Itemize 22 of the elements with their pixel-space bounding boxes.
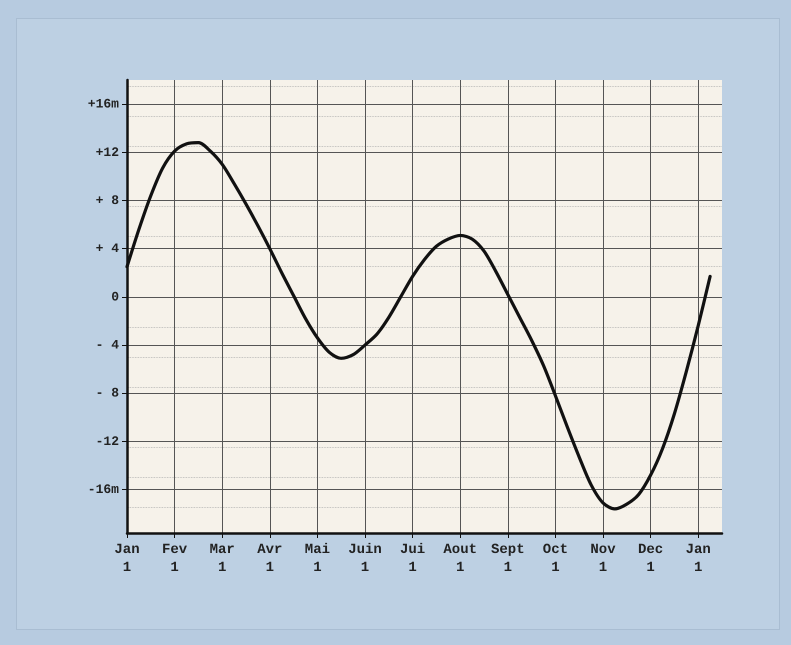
y-tick-label: +16m [88,96,120,112]
y-tick-label: -16m [88,482,120,498]
x-tick-label: Avr 1 [257,542,282,576]
y-tick-label: +12 [96,144,120,160]
x-tick-label: Mai 1 [304,542,330,576]
x-tick-label: Sept 1 [490,542,525,576]
y-tick-label: - 4 [96,338,120,353]
x-tick-label: Fev 1 [162,542,188,576]
x-tick-label: Jan 1 [114,542,140,576]
y-tick-label: + 8 [96,192,120,208]
x-tick-label: Jui 1 [400,542,426,576]
y-tick-label: - 8 [96,386,120,401]
x-tick-label: Nov 1 [590,542,616,576]
x-tick-label: Jan 1 [686,542,711,576]
x-tick-label: Oct 1 [542,542,568,576]
x-tick-label: Aout 1 [443,542,478,576]
x-tick-label: Mar 1 [210,542,235,576]
x-tick-label: Juin 1 [348,542,382,576]
y-tick-label: + 4 [96,241,120,256]
y-tick-label: -12 [96,434,120,449]
y-tick-label: 0 [111,289,120,304]
x-tick-label: Dec 1 [638,542,664,576]
